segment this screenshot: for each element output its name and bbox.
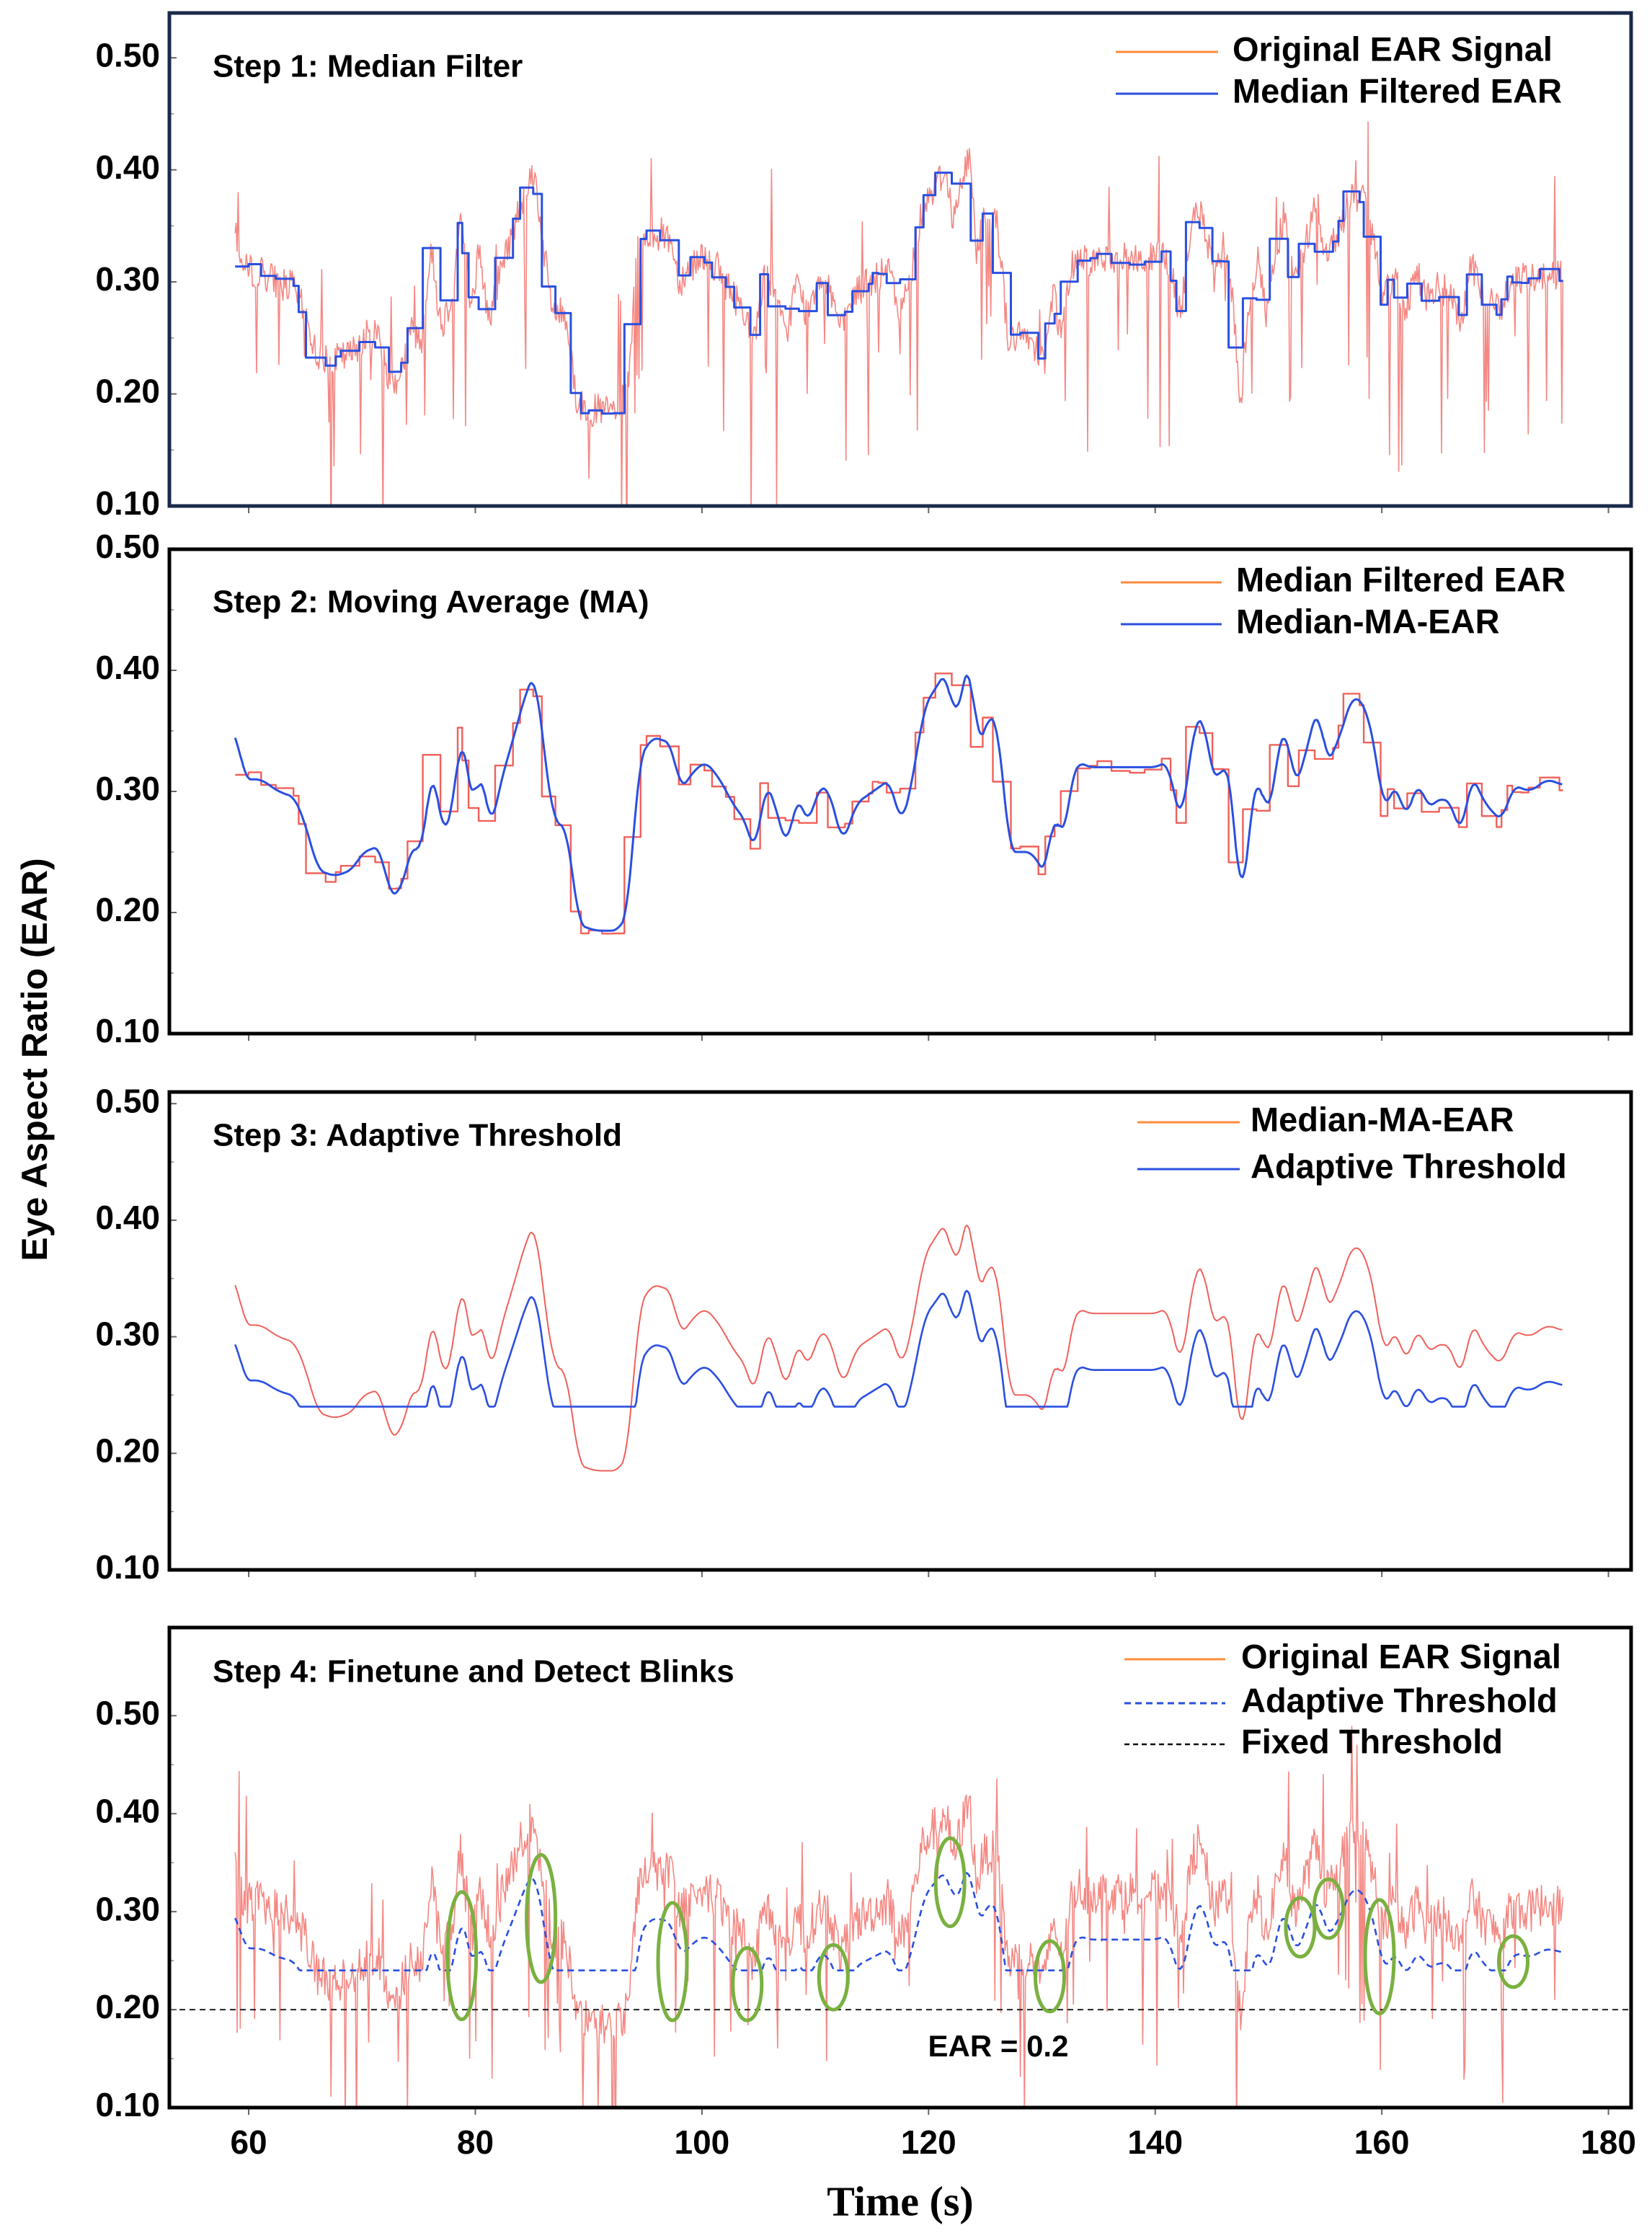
blink-marker-5 bbox=[817, 1943, 850, 2012]
panel-3-y-tick-label: 0.20 bbox=[95, 1431, 160, 1469]
panel-2-y-tick-label: 0.40 bbox=[95, 649, 160, 686]
panel-1-frame bbox=[167, 11, 1633, 508]
blink-marker-11 bbox=[1497, 1934, 1530, 1989]
panel-4-y-tick-label: 0.50 bbox=[95, 1694, 160, 1731]
panel-2-y-tick-label: 0.10 bbox=[95, 1012, 160, 1049]
panel-3-y-tick-label: 0.50 bbox=[95, 1082, 160, 1119]
series-line-adaptive-threshold bbox=[234, 1289, 1563, 1408]
panel-4-y-tick-label: 0.20 bbox=[95, 1988, 160, 2025]
panel-2 bbox=[167, 547, 1633, 1041]
blink-marker-9 bbox=[1312, 1877, 1345, 1940]
fixed-threshold-annotation: EAR = 0.2 bbox=[928, 2029, 1069, 2063]
panel-4-frame bbox=[167, 1625, 1633, 2110]
panel-1-y-tick-label: 0.10 bbox=[95, 484, 160, 522]
x-tick-label-120: 120 bbox=[901, 2123, 956, 2161]
x-axis-label: Time (s) bbox=[827, 2177, 974, 2224]
panel-3-title: Step 3: Adaptive Threshold bbox=[213, 1118, 622, 1153]
y-axis-label: Eye Aspect Ratio (EAR) bbox=[14, 858, 55, 1261]
x-tick-label-140: 140 bbox=[1127, 2123, 1183, 2161]
panel-3-y-tick-label: 0.10 bbox=[95, 1548, 160, 1586]
x-tick-label-180: 180 bbox=[1581, 2123, 1636, 2161]
x-tick-label-80: 80 bbox=[457, 2123, 494, 2161]
panel-1-y-tick-label: 0.20 bbox=[95, 373, 160, 410]
panel-2-frame bbox=[167, 547, 1633, 1036]
panel-4-y-tick-label: 0.10 bbox=[95, 2086, 160, 2123]
panel-3-plot-area bbox=[234, 1225, 1563, 1472]
blink-marker-7 bbox=[1034, 1939, 1067, 2014]
panel-1-title: Step 1: Median Filter bbox=[213, 49, 523, 84]
series-line-original-ear-signal bbox=[234, 121, 1564, 506]
blink-marker-10 bbox=[1363, 1898, 1396, 2016]
panel-2-plot-area bbox=[234, 672, 1563, 935]
panel-2-title: Step 2: Moving Average (MA) bbox=[213, 585, 649, 620]
blink-marker-4 bbox=[731, 1945, 764, 2023]
panel-3-frame bbox=[167, 1090, 1633, 1572]
x-tick-label-100: 100 bbox=[675, 2123, 730, 2161]
panel-1-plot-area bbox=[234, 121, 1564, 506]
x-tick-label-60: 60 bbox=[230, 2123, 267, 2161]
legend-label: Median-MA-EAR bbox=[1236, 602, 1500, 640]
legend-label: Original EAR Signal bbox=[1233, 30, 1553, 68]
legend-label: Adaptive Threshold bbox=[1241, 1681, 1558, 1719]
panel-4-title: Step 4: Finetune and Detect Blinks bbox=[213, 1654, 734, 1690]
blink-marker-6 bbox=[933, 1836, 967, 1929]
panel-1-y-tick-label: 0.50 bbox=[95, 36, 160, 74]
blink-marker-1 bbox=[445, 1890, 479, 2022]
panel-1-y-tick-label: 0.40 bbox=[95, 148, 160, 186]
panel-1 bbox=[167, 11, 1633, 513]
panel-4-y-tick-label: 0.30 bbox=[95, 1890, 160, 1927]
panel-3-y-tick-label: 0.40 bbox=[95, 1199, 160, 1236]
legend-label: Median Filtered EAR bbox=[1236, 560, 1566, 598]
legend-label: Adaptive Threshold bbox=[1251, 1147, 1567, 1185]
panel-2-y-tick-label: 0.30 bbox=[95, 770, 160, 807]
panel-4 bbox=[167, 1625, 1633, 2115]
legend-label: Median-MA-EAR bbox=[1251, 1100, 1514, 1138]
series-line-original-ear-signal bbox=[234, 1726, 1564, 2108]
panel-4-plot-area bbox=[169, 1726, 1631, 2108]
blink-marker-2 bbox=[525, 1852, 558, 1984]
series-line-median-filtered-ear bbox=[235, 672, 1563, 935]
series-line-median-ma-ear bbox=[234, 675, 1563, 932]
panel-2-y-tick-label: 0.20 bbox=[95, 891, 160, 928]
series-line-median-filtered-ear bbox=[235, 172, 1563, 415]
blink-marker-3 bbox=[656, 1901, 689, 2023]
legend-label: Median Filtered EAR bbox=[1233, 71, 1562, 110]
blink-marker-8 bbox=[1284, 1896, 1317, 1959]
panel-2-y-tick-label: 0.50 bbox=[95, 528, 160, 565]
series-line-median-ma-ear bbox=[234, 1225, 1563, 1472]
legend-label: Fixed Threshold bbox=[1241, 1722, 1503, 1760]
panel-4-y-tick-label: 0.40 bbox=[95, 1792, 160, 1829]
panel-1-y-tick-label: 0.30 bbox=[95, 260, 160, 298]
x-tick-label-160: 160 bbox=[1354, 2123, 1410, 2161]
panel-3-y-tick-label: 0.30 bbox=[95, 1315, 160, 1353]
legend-label: Original EAR Signal bbox=[1241, 1637, 1561, 1675]
panel-3 bbox=[167, 1090, 1633, 1577]
